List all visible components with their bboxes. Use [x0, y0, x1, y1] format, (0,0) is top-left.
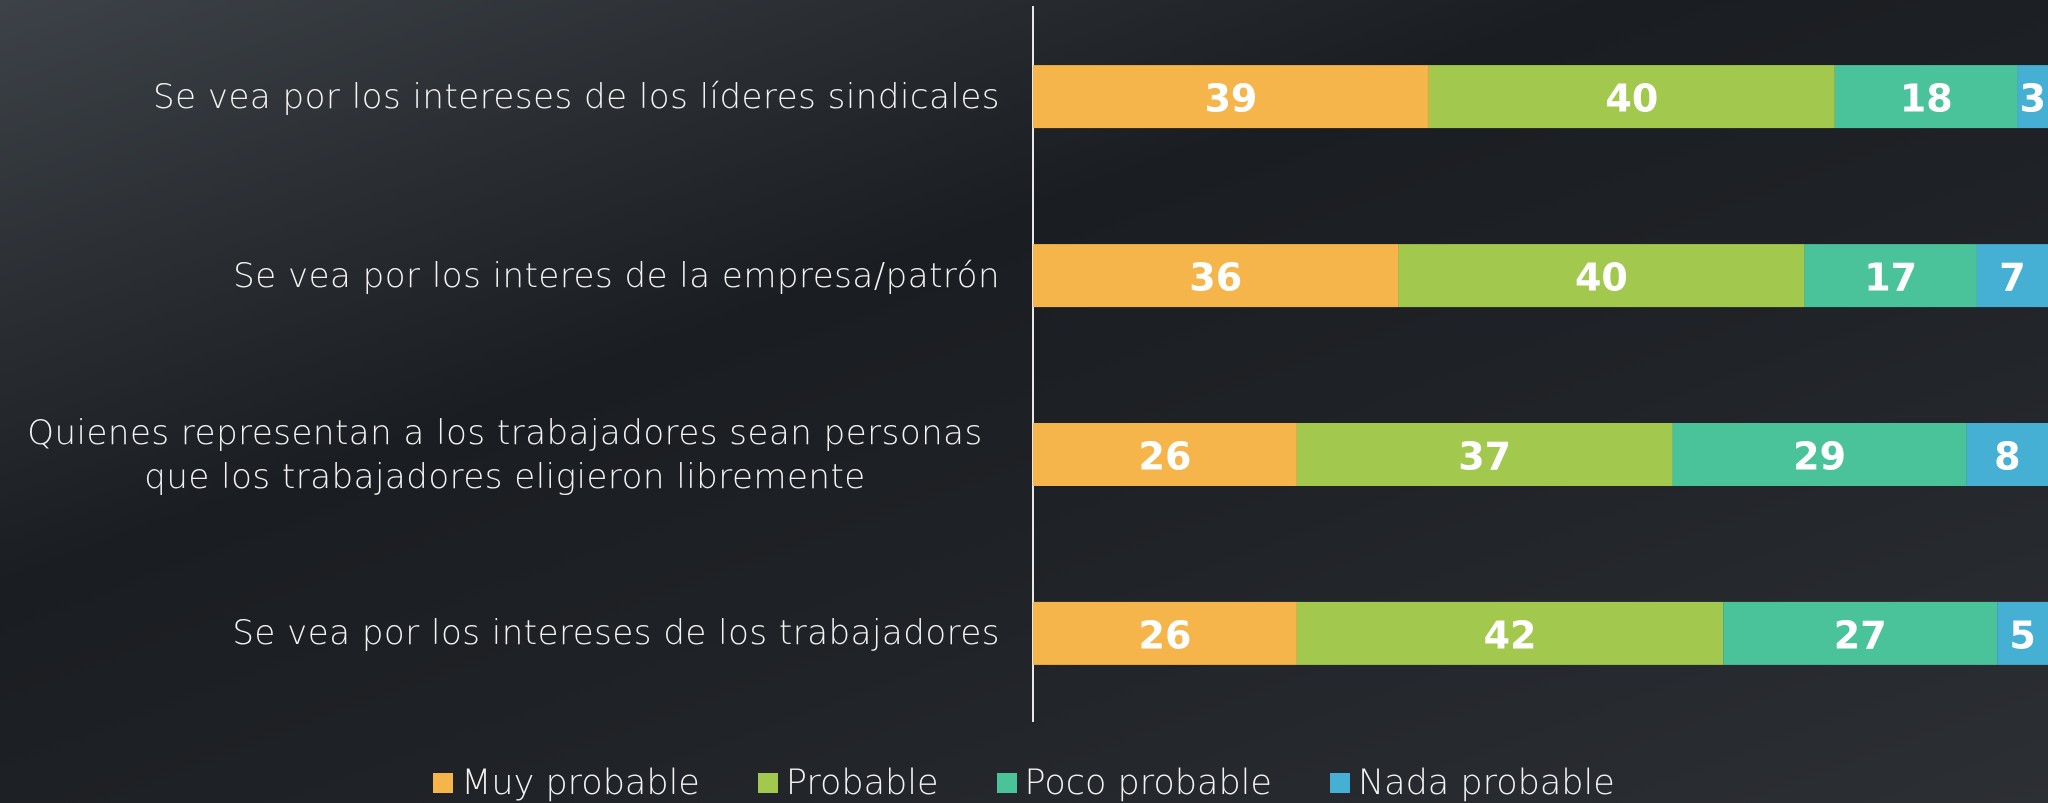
value-label: 8 — [1994, 435, 2020, 479]
bar-segment — [1033, 65, 1429, 129]
category-label-box: Se vea por los intereses de los líderes … — [153, 47, 1000, 147]
value-label: 39 — [1204, 77, 1257, 121]
bar-segment — [1033, 601, 1297, 665]
legend-label: Nada probable — [1357, 762, 1615, 803]
value-label: 3 — [2020, 77, 2046, 121]
legend-swatch — [996, 772, 1017, 793]
legend-item: Nada probable — [1329, 762, 1615, 803]
bar-segment — [1296, 601, 1724, 665]
value-label: 29 — [1793, 435, 1846, 479]
value-label: 42 — [1484, 613, 1537, 657]
category-label: Quienes representan a los trabajadores s… — [27, 412, 983, 497]
bar-segment — [1033, 423, 1297, 486]
legend-item: Probable — [757, 762, 939, 803]
category-label: Se vea por los intereses de los líderes … — [153, 76, 1000, 117]
legend-label: Muy probable — [461, 762, 700, 803]
bar-segment — [1804, 244, 1977, 308]
category-label-box: Se vea por los intereses de los trabajad… — [232, 583, 1000, 683]
bar-segment — [1997, 601, 2048, 665]
category-label: Se vea por los intereses de los trabajad… — [232, 613, 1000, 654]
legend-label: Poco probable — [1024, 762, 1272, 803]
bar-segment — [1428, 65, 1835, 129]
value-label: 26 — [1139, 435, 1192, 479]
value-label: 40 — [1575, 256, 1628, 300]
bar-segment — [2017, 65, 2048, 129]
value-label: 18 — [1900, 77, 1953, 121]
bar-segment — [1966, 423, 2048, 486]
value-label: 36 — [1189, 256, 1242, 300]
value-label: 37 — [1458, 435, 1511, 479]
legend: Muy probable Probable Poco probable Nada pr… — [0, 762, 2048, 803]
bar-segment — [1723, 601, 1998, 665]
legend-item: Poco probable — [996, 762, 1272, 803]
legend-swatch — [757, 772, 778, 793]
value-label: 7 — [1999, 256, 2025, 300]
value-label: 26 — [1139, 613, 1192, 657]
value-label: 27 — [1834, 613, 1887, 657]
bar-segment — [1834, 65, 2018, 129]
category-label-box: Se vea por los interes de la empresa/pat… — [233, 226, 1000, 326]
bar-segment — [1976, 244, 2048, 308]
legend-label: Probable — [785, 762, 939, 803]
value-label: 5 — [2009, 613, 2035, 657]
bar-segment — [1398, 244, 1805, 308]
legend-swatch — [1329, 772, 1350, 793]
bar-segment — [1672, 423, 1967, 486]
legend-item: Muy probable — [433, 762, 700, 803]
category-label-box: Quienes representan a los trabajadores s… — [10, 405, 1000, 505]
category-label: Se vea por los interes de la empresa/pat… — [233, 255, 1000, 296]
value-label: 17 — [1864, 256, 1917, 300]
bar-segment — [1296, 423, 1673, 486]
value-label: 40 — [1605, 77, 1658, 121]
bar-segment — [1033, 244, 1399, 308]
legend-swatch — [433, 772, 454, 793]
